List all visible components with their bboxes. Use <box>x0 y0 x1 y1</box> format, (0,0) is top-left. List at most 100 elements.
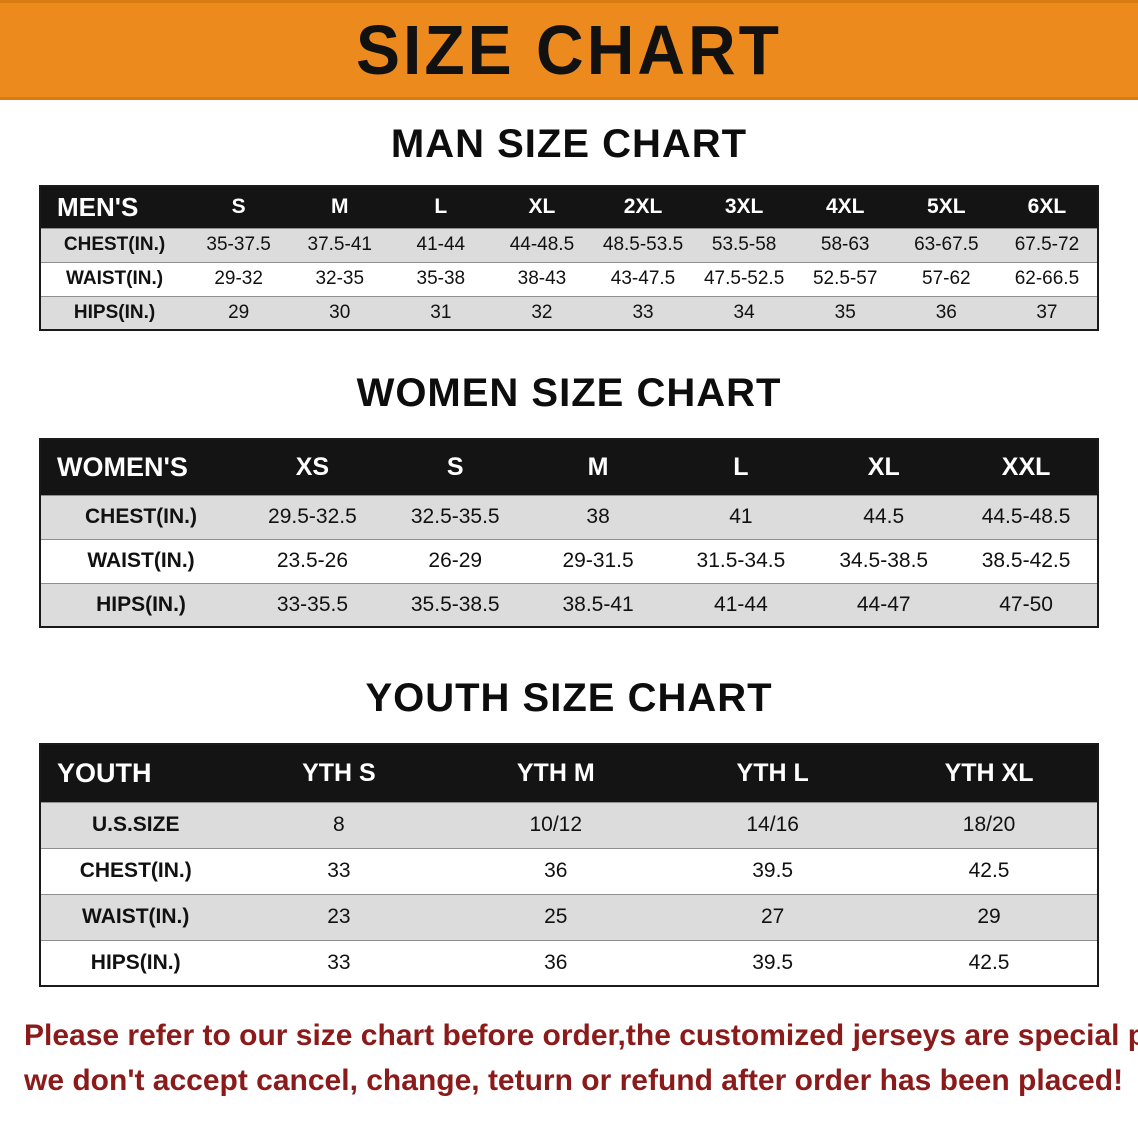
size-value: 18/20 <box>962 813 1016 836</box>
row-label: WAIST(IN.) <box>66 268 164 289</box>
size-value: 44-48.5 <box>509 234 575 255</box>
size-value: 42.5 <box>968 950 1010 974</box>
size-value: 48.5-53.5 <box>602 234 684 255</box>
size-value: 31.5-34.5 <box>696 549 786 572</box>
size-value: 29-32 <box>214 268 263 289</box>
size-value: 33 <box>327 859 351 882</box>
size-column-header: XL <box>491 186 593 228</box>
size-value: 29-31.5 <box>562 549 634 572</box>
size-value: 38.5-41 <box>562 592 634 616</box>
size-value: 52.5-57 <box>812 268 878 289</box>
men-size-chart-heading: MAN SIZE CHART <box>390 122 748 166</box>
size-value: 14/16 <box>746 813 799 836</box>
table-row: HIPS(IN.) 33 36 39.5 42.5 <box>40 940 1098 986</box>
size-value: 58-63 <box>820 234 870 255</box>
size-value: 38 <box>586 505 610 528</box>
size-value: 32.5-35.5 <box>410 505 500 528</box>
size-column-header: M <box>526 439 670 495</box>
size-column-header: 3XL <box>693 186 795 228</box>
row-label: CHEST(IN.) <box>79 859 192 882</box>
size-value: 34 <box>733 301 755 323</box>
size-value: 27 <box>760 905 785 928</box>
size-column-header: 5XL <box>895 186 997 228</box>
youth-size-table: YOUTH YTH S YTH M YTH L YTH XL U.S.SIZE 8 10/12… <box>39 743 1099 987</box>
size-value: 31 <box>430 301 452 323</box>
size-value: 23 <box>327 905 351 928</box>
size-value: 41-44 <box>714 592 768 616</box>
size-value: 39.5 <box>752 950 794 974</box>
size-column-header: YTH S <box>230 744 448 802</box>
size-value: 47-50 <box>999 592 1053 616</box>
table-row: HIPS(IN.) 29 30 31 32 33 34 35 36 37 <box>40 296 1098 330</box>
size-value: 57-62 <box>922 268 971 289</box>
size-value: 41 <box>729 505 753 528</box>
banner-title: SIZE CHART <box>356 11 782 89</box>
size-value: 33-35.5 <box>276 592 349 616</box>
row-label: U.S.SIZE <box>91 813 180 836</box>
table-row: WAIST(IN.) 23 25 27 29 <box>40 894 1098 940</box>
table-row: U.S.SIZE 8 10/12 14/16 18/20 <box>40 802 1098 848</box>
size-table: MEN'S S M L XL 2XL 3XL 4XL 5XL 6XL CHEST(IN.) 35-37… <box>39 185 1099 331</box>
size-column-header: L <box>669 439 813 495</box>
size-value: 44.5-48.5 <box>981 505 1071 528</box>
men-size-table: MEN'S S M L XL 2XL 3XL 4XL 5XL 6XL CHEST(IN.) 35-37… <box>39 185 1099 331</box>
women-size-chart-heading: WOMEN SIZE CHART <box>356 371 782 415</box>
order-policy-note-line1: Please refer to our size chart before or… <box>24 1019 1138 1052</box>
size-value: 36 <box>935 301 957 323</box>
table-row: HIPS(IN.) 33-35.5 35.5-38.5 38.5-41 41-44 44-… <box>40 583 1098 627</box>
row-label: HIPS(IN.) <box>73 301 156 323</box>
men-size-chart-section: MAN SIZE CHART MEN'S S M L XL 2XL 3XL 4XL 5XL 6XL… <box>39 122 1099 331</box>
women-size-chart-section: WOMEN SIZE CHART WOMEN'S XS S M L XL XXL CHEST(… <box>39 371 1099 628</box>
size-value: 62-66.5 <box>1014 268 1080 289</box>
size-value: 26-29 <box>428 549 483 572</box>
size-column-header: 6XL <box>996 186 1098 228</box>
size-value: 63-67.5 <box>914 234 979 255</box>
size-value: 35-37.5 <box>206 234 271 255</box>
order-policy-note-line2: we don't accept cancel, change, teturn o… <box>24 1064 1124 1097</box>
size-value: 41-44 <box>416 234 466 255</box>
order-policy-note: Please refer to our size chart before or… <box>24 1013 1138 1103</box>
size-column-header: YTH XL <box>881 744 1098 802</box>
size-value: 23.5-26 <box>276 549 349 572</box>
size-value: 32-35 <box>315 268 365 289</box>
youth-size-chart-heading: YOUTH SIZE CHART <box>365 676 773 720</box>
row-label: HIPS(IN.) <box>96 592 186 616</box>
size-value: 37.5-41 <box>307 234 372 255</box>
size-value: 8 <box>333 813 345 836</box>
table-row: WAIST(IN.) 23.5-26 26-29 29-31.5 31.5-34.5 34… <box>40 539 1098 583</box>
table-header-row: WOMEN'S XS S M L XL XXL <box>40 439 1098 495</box>
table-corner-label: WOMEN'S <box>40 439 242 495</box>
size-value: 44-47 <box>856 592 911 616</box>
youth-size-chart-section: YOUTH SIZE CHART YOUTH YTH S YTH M YTH L YTH… <box>39 676 1099 987</box>
row-label: WAIST(IN.) <box>87 549 195 572</box>
table-corner-label: YOUTH <box>40 744 231 802</box>
size-value: 35-38 <box>416 268 466 289</box>
row-label: CHEST(IN.) <box>63 234 166 255</box>
size-value: 35 <box>834 301 856 323</box>
size-value: 10/12 <box>529 813 583 836</box>
size-column-header: XXL <box>955 439 1098 495</box>
size-value: 38.5-42.5 <box>981 549 1071 572</box>
size-value: 37 <box>1036 301 1058 323</box>
size-value: 39.5 <box>752 859 794 882</box>
row-label: WAIST(IN.) <box>82 905 190 928</box>
table-row: CHEST(IN.) 35-37.5 37.5-41 41-44 44-48.5 48.5… <box>40 228 1098 262</box>
size-value: 67.5-72 <box>1014 234 1080 255</box>
size-value: 32 <box>531 301 553 323</box>
table-corner-label: MEN'S <box>40 186 189 228</box>
size-column-header: XL <box>812 439 956 495</box>
size-column-header: S <box>188 186 290 228</box>
size-value: 42.5 <box>968 859 1010 882</box>
size-value: 30 <box>329 301 351 323</box>
row-label: CHEST(IN.) <box>85 505 197 528</box>
size-value: 43-47.5 <box>610 268 676 289</box>
size-chart-banner: SIZE CHART <box>0 0 1138 100</box>
table-row: CHEST(IN.) 29.5-32.5 32.5-35.5 38 41 44.5 44.5… <box>40 495 1098 539</box>
table-row: WAIST(IN.) 29-32 32-35 35-38 38-43 43-47.5 47.… <box>40 262 1098 296</box>
size-value: 44.5 <box>863 505 905 528</box>
row-label: HIPS(IN.) <box>90 950 181 974</box>
size-table: WOMEN'S XS S M L XL XXL CHEST(IN.) 29.5-32.5 32.5… <box>39 438 1099 628</box>
size-value: 33 <box>327 950 351 974</box>
size-column-header: YTH L <box>664 744 882 802</box>
size-value: 25 <box>544 905 568 928</box>
